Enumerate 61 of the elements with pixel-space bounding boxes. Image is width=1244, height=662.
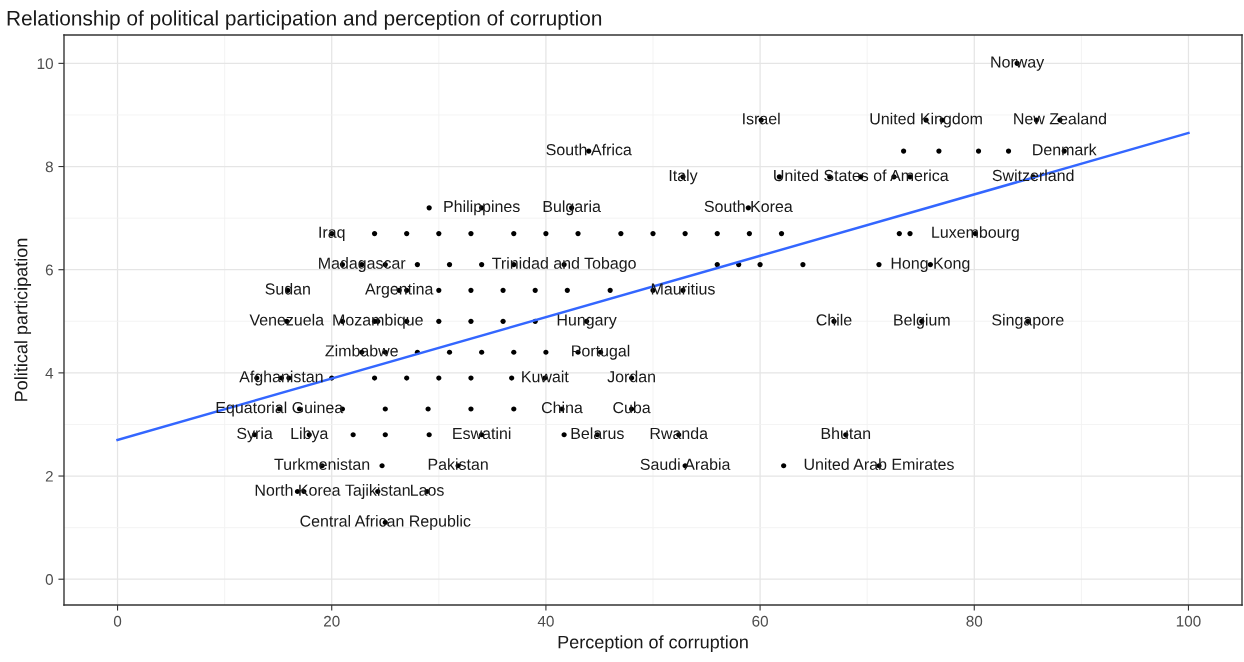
x-tick-label: 20 (324, 615, 340, 627)
annotation: Pakistan (428, 458, 488, 471)
annotation: Eswatini (453, 427, 511, 440)
y-tick-label: 4 (45, 367, 54, 379)
annotation: Bhutan (821, 427, 871, 440)
annotation: Madagascar (319, 257, 406, 272)
x-tick-label: 0 (113, 615, 122, 627)
y-axis-title: Political participation (14, 238, 32, 401)
annotation: Israel (743, 112, 780, 125)
annotation: Mozambique (333, 313, 423, 329)
annotation: Laos (411, 484, 444, 496)
annotation: Singapore (992, 313, 1064, 329)
x-tick-label: 100 (1176, 615, 1201, 627)
annotation: United States of America (774, 169, 949, 182)
annotation: Portugal (572, 344, 630, 360)
y-tick-label: 0 (45, 574, 53, 585)
annotation: Italy (669, 169, 698, 185)
annotation: Belgium (894, 313, 950, 329)
annotation: North Korea (255, 484, 341, 496)
annotation: Jordan (607, 370, 655, 383)
annotation: Cuba (613, 401, 651, 414)
annotation: Libya (291, 427, 329, 443)
annotation: Luxembourg (932, 226, 1019, 242)
annotation: Trinidad and Tobago (492, 257, 636, 272)
annotation: Sudan (265, 282, 310, 295)
annotation: Iraq (319, 226, 345, 242)
annotation: Hong Kong (891, 257, 970, 272)
annotation: Denmark (1033, 143, 1097, 156)
annotation: Argentina (365, 282, 434, 298)
y-tick-label: 2 (45, 470, 53, 482)
annotation: Syria (237, 427, 273, 443)
annotation: Philippines (444, 200, 520, 216)
y-tick-label: 10 (37, 58, 53, 70)
annotation: Bulgaria (543, 200, 601, 216)
annotation: Chile (816, 313, 852, 326)
annotation: Equatorial Guinea (216, 401, 344, 417)
annotation: Hungary (557, 314, 617, 329)
annotation: Zimbabwe (325, 344, 398, 357)
annotation: Turkmenistan (274, 458, 370, 471)
annotation: Rwanda (650, 427, 708, 440)
annotation: United Arab Emirates (804, 458, 954, 471)
annotation: South Korea (704, 200, 793, 213)
annotation: United Kingdom (870, 112, 982, 128)
annotation: Norway (991, 56, 1045, 71)
annotation: South Africa (546, 143, 632, 156)
x-tick-label: 40 (537, 615, 554, 627)
annotation: Belarus (571, 427, 624, 440)
chart-title: Relationship of political participation and perception of corruption (7, 10, 602, 30)
annotation: Venezuela (249, 313, 325, 326)
annotation: Afghanistan (239, 370, 323, 386)
annotation: New Zealand (1014, 112, 1106, 125)
annotation: China (541, 401, 583, 414)
x-tick-label: 80 (966, 615, 983, 627)
y-tick-label: 6 (45, 264, 53, 276)
y-tick-label: 8 (45, 161, 53, 173)
x-axis-title: Perception of corruption (558, 635, 748, 653)
annotation: Tajikistan (345, 484, 410, 499)
x-tick-label: 60 (752, 615, 768, 627)
annotation: Saudi Arabia (640, 458, 731, 471)
annotation: Kuwait (522, 370, 569, 383)
annotation: Central African Republic (300, 515, 471, 530)
